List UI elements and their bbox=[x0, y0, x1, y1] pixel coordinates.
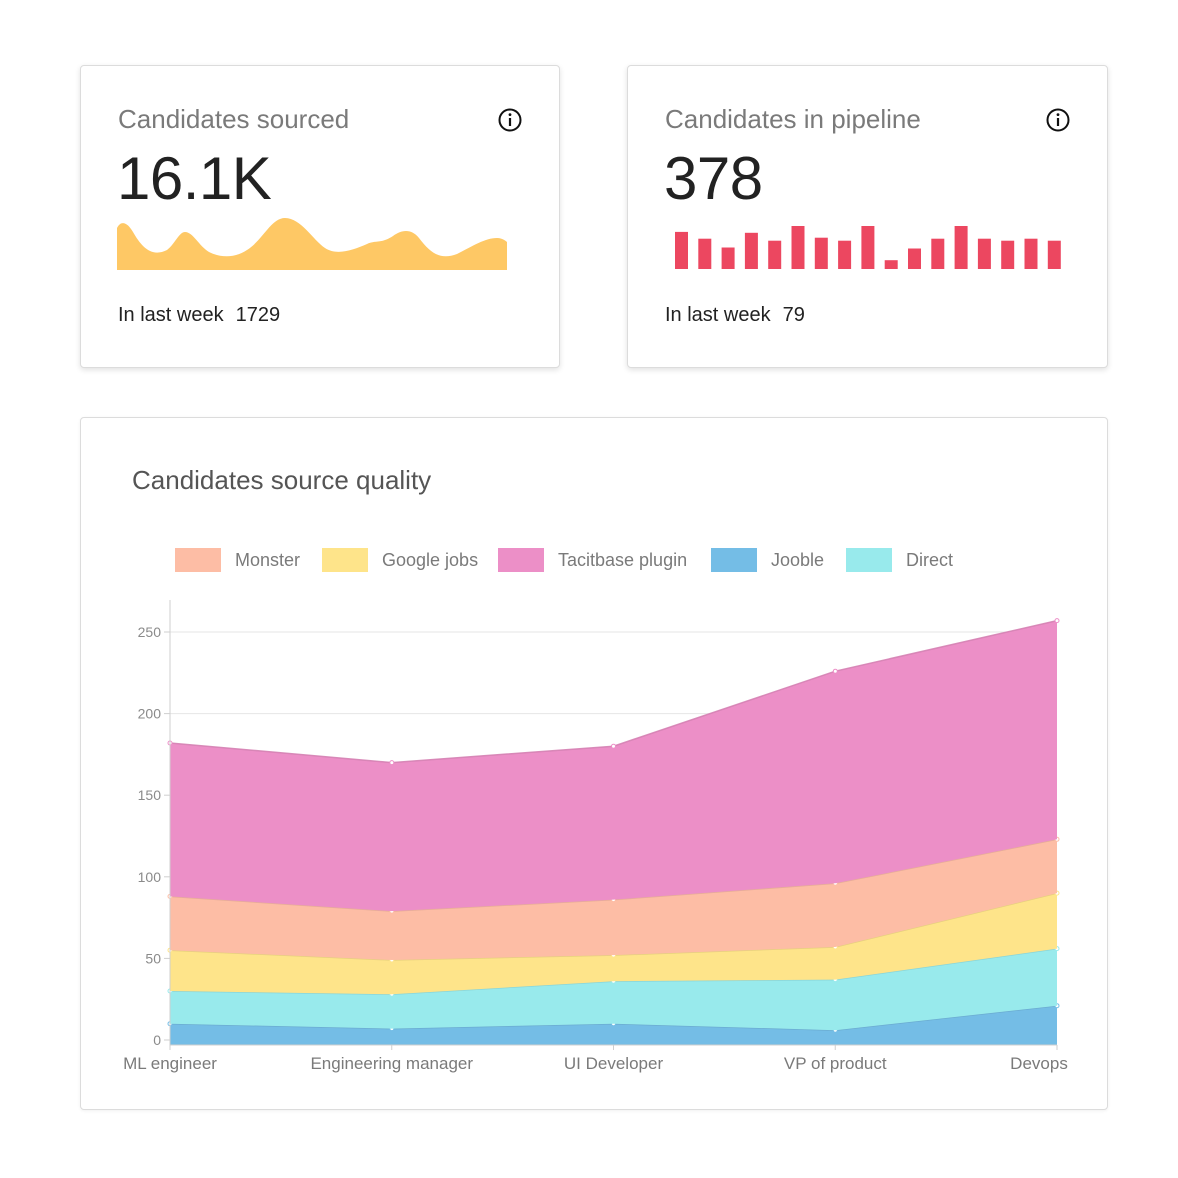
chart-title: Candidates source quality bbox=[132, 465, 432, 495]
pipeline-bar bbox=[744, 232, 758, 269]
y-tick-label: 100 bbox=[138, 869, 162, 885]
legend-label-monster[interactable]: Monster bbox=[235, 550, 300, 570]
y-tick-label: 50 bbox=[145, 950, 161, 966]
x-tick-label: ML engineer bbox=[123, 1054, 217, 1073]
kpi-value: 378 bbox=[664, 145, 763, 212]
x-tick-label: Engineering manager bbox=[310, 1054, 473, 1073]
legend: Monster Google jobs Tacitbase plugin Jooble… bbox=[175, 548, 953, 572]
kpi-card-candidates-sourced: Candidates sourced 16.1K In last week 172… bbox=[80, 65, 560, 368]
legend-label-google-jobs[interactable]: Google jobs bbox=[382, 550, 478, 570]
pipeline-bar bbox=[768, 240, 782, 269]
legend-swatch-direct[interactable] bbox=[846, 548, 892, 572]
info-icon[interactable] bbox=[1045, 107, 1071, 133]
x-tick-label: Devops bbox=[1010, 1054, 1068, 1073]
pipeline-bar bbox=[884, 260, 898, 269]
data-point[interactable] bbox=[389, 760, 395, 766]
kpi-card-candidates-in-pipeline: Candidates in pipeline 378 In last week 7… bbox=[627, 65, 1108, 368]
footer-label: In last week bbox=[665, 304, 771, 326]
stacked-area-chart: Monster Google jobs Tacitbase plugin Jooble… bbox=[123, 548, 1068, 1073]
footer-label: In last week bbox=[118, 304, 224, 326]
pipeline-bar bbox=[721, 247, 735, 269]
data-point[interactable] bbox=[832, 668, 838, 674]
y-tick-label: 250 bbox=[138, 624, 162, 640]
legend-swatch-tacitbase-plugin[interactable] bbox=[498, 548, 544, 572]
pipeline-bar bbox=[1001, 240, 1015, 269]
legend-label-tacitbase-plugin[interactable]: Tacitbase plugin bbox=[558, 550, 687, 570]
pipeline-bar bbox=[791, 226, 805, 269]
legend-label-jooble[interactable]: Jooble bbox=[771, 550, 824, 570]
chart-card-source-quality: Candidates source quality Monster Google … bbox=[80, 417, 1108, 1110]
sparkline-bars bbox=[675, 226, 1061, 269]
sparkline-area-shape bbox=[117, 218, 507, 270]
legend-swatch-google-jobs[interactable] bbox=[322, 548, 368, 572]
kpi-value: 16.1K bbox=[117, 145, 272, 212]
footer-value: 79 bbox=[782, 304, 805, 326]
legend-swatch-jooble[interactable] bbox=[711, 548, 757, 572]
data-point[interactable] bbox=[1054, 618, 1060, 624]
pipeline-bar bbox=[1024, 238, 1038, 269]
info-icon[interactable] bbox=[497, 107, 523, 133]
y-tick-label: 150 bbox=[138, 787, 162, 803]
axes: 0 50 100 150 200 250 ML engineer Engineering ma… bbox=[123, 600, 1068, 1073]
pipeline-bar bbox=[977, 238, 991, 269]
pipeline-bar bbox=[908, 248, 921, 269]
pipeline-bar bbox=[838, 240, 852, 269]
legend-swatch-monster[interactable] bbox=[175, 548, 221, 572]
kpi-title: Candidates sourced bbox=[118, 104, 350, 134]
pipeline-bar bbox=[954, 226, 968, 269]
legend-label-direct[interactable]: Direct bbox=[906, 550, 953, 570]
sparkline-area bbox=[117, 218, 507, 270]
area-tacitbase-plugin[interactable] bbox=[170, 620, 1057, 912]
pipeline-bar bbox=[675, 231, 688, 269]
kpi-footer: In last week 1729 bbox=[118, 304, 280, 327]
footer-value: 1729 bbox=[235, 304, 281, 326]
kpi-footer: In last week 79 bbox=[665, 304, 805, 327]
pipeline-bar bbox=[931, 238, 945, 269]
pipeline-bar bbox=[861, 226, 875, 269]
pipeline-bar bbox=[814, 237, 828, 269]
areas bbox=[167, 618, 1060, 1045]
data-point[interactable] bbox=[611, 743, 616, 749]
y-tick-label: 200 bbox=[138, 706, 162, 722]
kpi-title: Candidates in pipeline bbox=[665, 104, 921, 134]
pipeline-bar bbox=[698, 238, 712, 269]
area-direct[interactable] bbox=[170, 948, 1057, 1031]
x-tick-label: UI Developer bbox=[564, 1054, 664, 1073]
area-google-jobs[interactable] bbox=[170, 893, 1057, 995]
pipeline-bar bbox=[1047, 240, 1061, 269]
y-tick-label: 0 bbox=[153, 1032, 161, 1048]
x-tick-label: VP of product bbox=[784, 1054, 887, 1073]
